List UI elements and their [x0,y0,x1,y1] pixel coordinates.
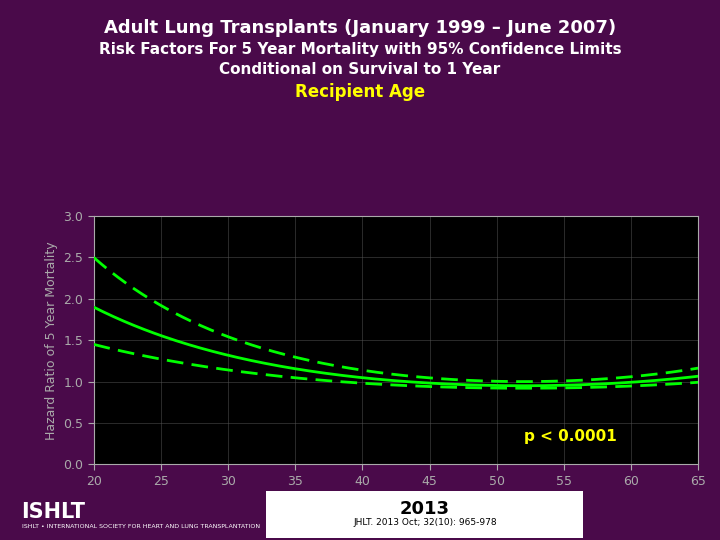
Text: 2013: 2013 [400,500,450,518]
X-axis label: Recipient Age: Recipient Age [348,494,444,508]
Text: Adult Lung Transplants (January 1999 – June 2007): Adult Lung Transplants (January 1999 – J… [104,19,616,37]
Text: JHLT. 2013 Oct; 32(10): 965-978: JHLT. 2013 Oct; 32(10): 965-978 [353,518,497,528]
Text: Risk Factors For 5 Year Mortality with 95% Confidence Limits: Risk Factors For 5 Year Mortality with 9… [99,42,621,57]
Text: p < 0.0001: p < 0.0001 [523,429,616,444]
Text: ISHLT: ISHLT [22,502,86,522]
Y-axis label: Hazard Ratio of 5 Year Mortality: Hazard Ratio of 5 Year Mortality [45,241,58,440]
Text: Recipient Age: Recipient Age [295,83,425,100]
Text: Conditional on Survival to 1 Year: Conditional on Survival to 1 Year [220,62,500,77]
FancyBboxPatch shape [266,491,583,538]
Text: ISHLT • INTERNATIONAL SOCIETY FOR HEART AND LUNG TRANSPLANTATION: ISHLT • INTERNATIONAL SOCIETY FOR HEART … [22,524,260,529]
